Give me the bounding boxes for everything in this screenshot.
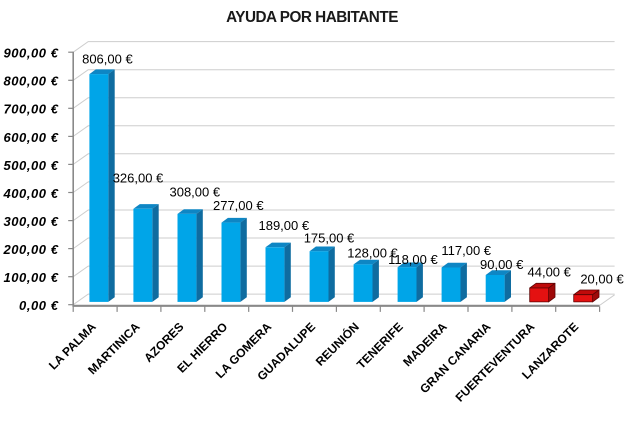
svg-text:118,00 €: 118,00 € <box>388 252 438 267</box>
svg-text:189,00 €: 189,00 € <box>258 218 309 233</box>
svg-text:44,00 €: 44,00 € <box>528 264 572 279</box>
svg-text:AYUDA POR HABITANTE: AYUDA POR HABITANTE <box>226 9 398 26</box>
svg-text:400,00 €: 400,00 € <box>2 186 58 201</box>
svg-text:90,00 €: 90,00 € <box>480 257 524 272</box>
svg-text:277,00 €: 277,00 € <box>213 198 264 213</box>
svg-text:700,00 €: 700,00 € <box>3 102 58 117</box>
svg-text:500,00 €: 500,00 € <box>3 158 58 173</box>
svg-text:0,00 €: 0,00 € <box>19 298 59 313</box>
svg-text:20,00 €: 20,00 € <box>580 271 624 286</box>
svg-text:326,00 €: 326,00 € <box>113 170 164 185</box>
svg-text:900,00 €: 900,00 € <box>3 46 58 61</box>
svg-text:128,00 €: 128,00 € <box>347 246 398 261</box>
svg-text:100,00 €: 100,00 € <box>3 270 58 285</box>
svg-text:117,00 €: 117,00 € <box>441 243 491 258</box>
svg-text:800,00 €: 800,00 € <box>3 74 58 89</box>
svg-text:200,00 €: 200,00 € <box>2 242 58 257</box>
svg-text:308,00 €: 308,00 € <box>169 185 220 200</box>
svg-text:300,00 €: 300,00 € <box>3 214 58 229</box>
svg-text:806,00 €: 806,00 € <box>82 52 133 67</box>
svg-text:175,00 €: 175,00 € <box>304 231 355 246</box>
svg-text:600,00 €: 600,00 € <box>3 130 58 145</box>
